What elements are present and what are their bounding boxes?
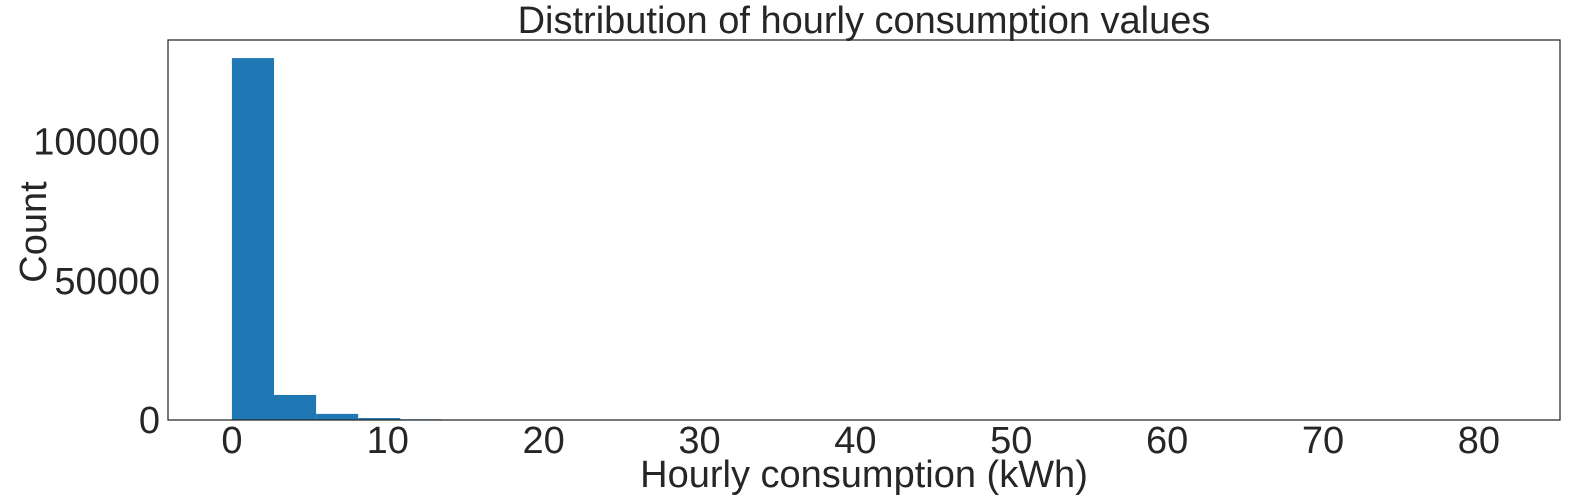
histogram-bar-0: [231, 58, 274, 420]
x-tick-label-1: 10: [367, 420, 409, 462]
chart-title: Distribution of hourly consumption value…: [518, 0, 1211, 42]
x-tick-label-4: 40: [834, 420, 876, 462]
x-tick-label-3: 30: [678, 420, 720, 462]
y-tick-label-2: 100000: [33, 122, 160, 164]
y-axis-label: Count: [13, 181, 55, 283]
ticks-group: 0 10 20 30 40 50 60 70 80 0 50000 100000: [33, 122, 1500, 462]
x-tick-label-7: 70: [1302, 420, 1344, 462]
plot-frame: [167, 39, 1561, 421]
histogram-bar-2: [316, 413, 359, 420]
y-tick-label-0: 0: [139, 400, 160, 442]
bars-group: [231, 58, 527, 420]
x-axis-label: Hourly consumption (kWh): [640, 454, 1088, 496]
histogram-bar-3: [358, 418, 401, 420]
x-tick-label-6: 60: [1146, 420, 1188, 462]
x-tick-label-2: 20: [523, 420, 565, 462]
x-tick-label-0: 0: [221, 420, 242, 462]
histogram-bar-1: [274, 394, 317, 420]
x-tick-label-8: 80: [1458, 420, 1500, 462]
x-tick-label-5: 50: [990, 420, 1032, 462]
y-tick-label-1: 50000: [54, 261, 160, 303]
